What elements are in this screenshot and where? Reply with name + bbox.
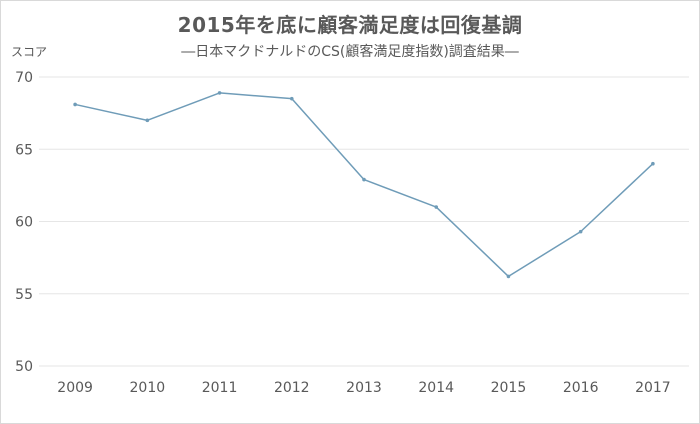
x-tick-label: 2012 — [274, 380, 310, 396]
y-tick-label: 60 — [15, 215, 33, 231]
chart-subtitle: ―日本マクドナルドのCS(顧客満足度指数)調査結果― — [181, 44, 519, 60]
x-tick-label: 2013 — [346, 380, 382, 396]
data-point-2013 — [362, 177, 366, 182]
x-tick-label: 2014 — [418, 380, 454, 396]
data-point-2014 — [434, 205, 439, 209]
x-tick-label: 2017 — [635, 380, 671, 396]
y-tick-label: 50 — [15, 359, 33, 375]
data-point-2009 — [73, 102, 77, 107]
x-tick-label: 2009 — [57, 380, 93, 396]
data-point-2015 — [506, 274, 511, 279]
y-tick-label: 55 — [15, 287, 33, 303]
x-tick-label: 2010 — [130, 380, 166, 396]
y-axis-label: スコア — [11, 45, 48, 59]
data-point-2010 — [145, 118, 150, 123]
data-point-2016 — [578, 229, 583, 234]
data-point-2017 — [651, 161, 655, 166]
chart-title: 2015年を底に顧客満足度は回復基調 — [177, 13, 523, 37]
data-point-2012 — [289, 96, 294, 101]
x-tick-label: 2016 — [563, 380, 599, 396]
series-line — [74, 92, 654, 278]
y-tick-label: 70 — [15, 70, 33, 86]
data-point-2011 — [217, 91, 222, 95]
x-tick-label: 2015 — [491, 380, 527, 396]
x-tick-label: 2011 — [202, 380, 238, 396]
y-tick-label: 65 — [15, 142, 33, 158]
